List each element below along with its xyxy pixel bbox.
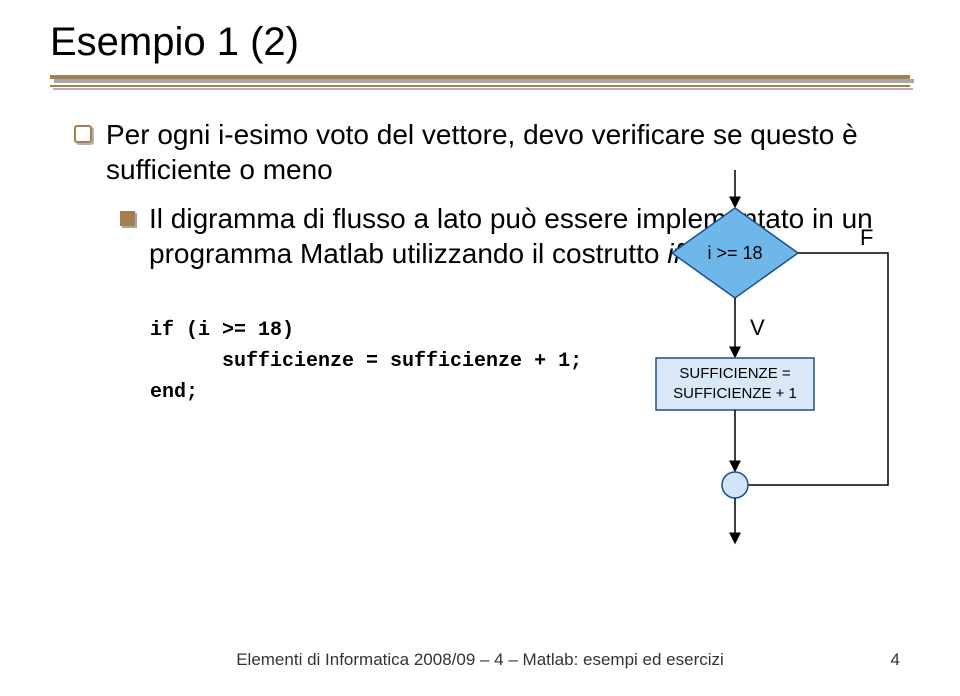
true-label: V: [750, 315, 765, 340]
bullet-square-icon: [74, 125, 92, 143]
footer-text: Elementi di Informatica 2008/09 – 4 – Ma…: [0, 650, 960, 670]
process-line1: SUFFICIENZE =: [679, 365, 791, 382]
page-number: 4: [891, 650, 900, 670]
code-line-2: sufficienze = sufficienze + 1;: [150, 350, 582, 373]
bullet-filled-square-icon: [120, 211, 135, 226]
decision-label: i >= 18: [707, 243, 762, 263]
false-label: F: [860, 225, 873, 250]
process-line2: SUFFICIENZE + 1: [673, 385, 797, 402]
slide-title: Esempio 1 (2): [50, 20, 910, 65]
merge-connector: [722, 472, 748, 498]
flowchart-svg: i >= 18 F V SUFFICIENZE = SUFFICIENZE + …: [650, 170, 920, 550]
code-line-1: if (i >= 18): [150, 319, 294, 342]
title-underline: [50, 75, 910, 89]
flowchart: i >= 18 F V SUFFICIENZE = SUFFICIENZE + …: [650, 170, 920, 540]
code-line-3: end;: [150, 381, 198, 404]
